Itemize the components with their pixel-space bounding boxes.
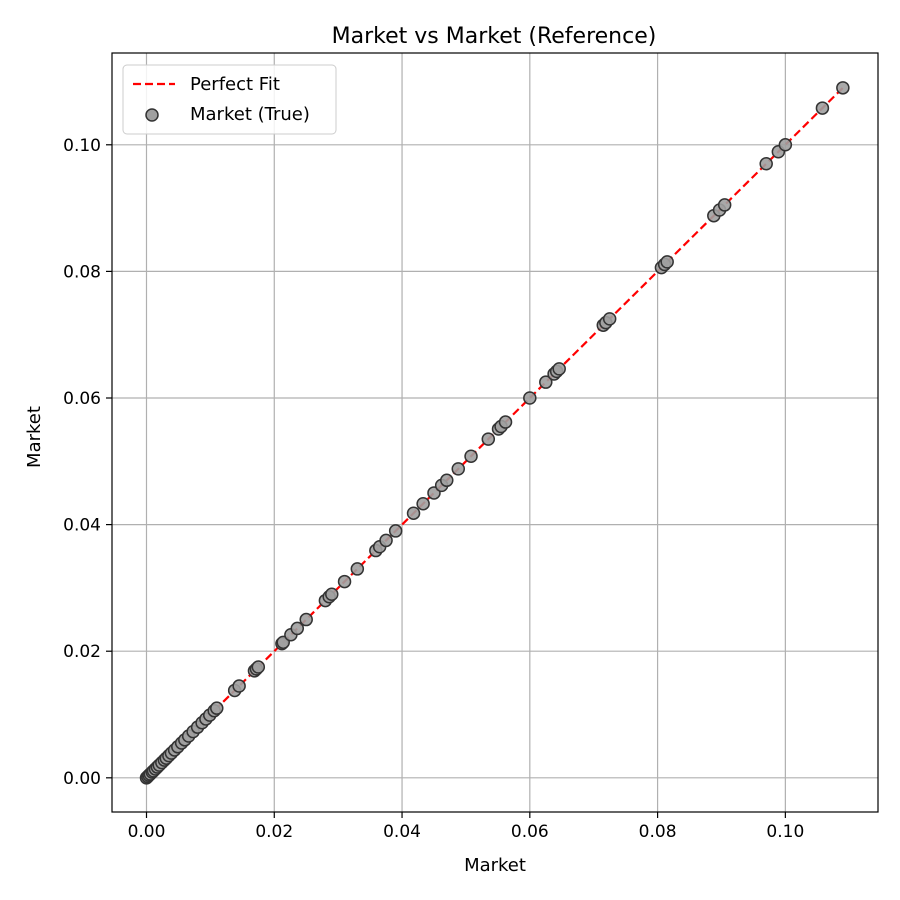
data-point (290, 621, 305, 636)
data-point (602, 312, 617, 326)
x-tick-label: 0.02 (255, 822, 293, 842)
legend-point-swatch (145, 108, 159, 122)
y-axis-label: Market (24, 406, 45, 468)
y-tick-label: 0.08 (63, 262, 101, 282)
data-point (379, 533, 393, 548)
data-point (539, 375, 553, 389)
data-point (299, 612, 313, 627)
data-point (416, 496, 430, 511)
data-point (251, 660, 266, 674)
gridlines (112, 53, 878, 812)
data-point (451, 462, 466, 476)
data-point (325, 587, 339, 601)
x-tick-label: 0.10 (766, 822, 804, 842)
data-point (481, 432, 496, 446)
x-tick-label: 0.08 (639, 822, 677, 842)
y-tick-label: 0.02 (63, 642, 101, 662)
data-point (464, 449, 478, 463)
legend-label-perfect-fit: Perfect Fit (190, 74, 280, 95)
scatter-points (139, 81, 850, 785)
y-axis-ticks: 0.00 0.02 0.04 0.06 0.08 0.10 (63, 136, 112, 789)
x-tick-label: 0.06 (511, 822, 549, 842)
data-point (406, 506, 421, 520)
data-point (759, 157, 773, 171)
data-point (498, 415, 513, 429)
data-point (440, 473, 454, 488)
legend: Perfect Fit Market (True) (122, 64, 337, 135)
x-tick-label: 0.00 (128, 822, 166, 842)
legend-label-market-true: Market (True) (190, 104, 310, 125)
data-point (523, 391, 537, 405)
y-tick-label: 0.10 (63, 136, 101, 156)
data-point (717, 198, 732, 212)
chart-title: Market vs Market (Reference) (332, 24, 657, 49)
x-tick-label: 0.04 (383, 822, 421, 842)
y-tick-label: 0.04 (63, 516, 101, 536)
legend-box (122, 64, 337, 135)
data-point (660, 255, 674, 269)
y-tick-label: 0.00 (63, 769, 101, 789)
x-axis-label: Market (464, 855, 526, 876)
data-point (337, 574, 352, 589)
data-point (232, 679, 246, 693)
x-axis-ticks: 0.00 0.02 0.04 0.06 0.08 0.10 (128, 812, 804, 842)
data-point (815, 101, 830, 115)
data-point (350, 562, 365, 576)
data-point (388, 524, 403, 538)
data-point (836, 81, 850, 95)
data-point (210, 701, 224, 715)
data-point (778, 138, 793, 152)
data-point (552, 362, 566, 376)
y-tick-label: 0.06 (63, 389, 101, 409)
plot-frame (111, 52, 879, 813)
